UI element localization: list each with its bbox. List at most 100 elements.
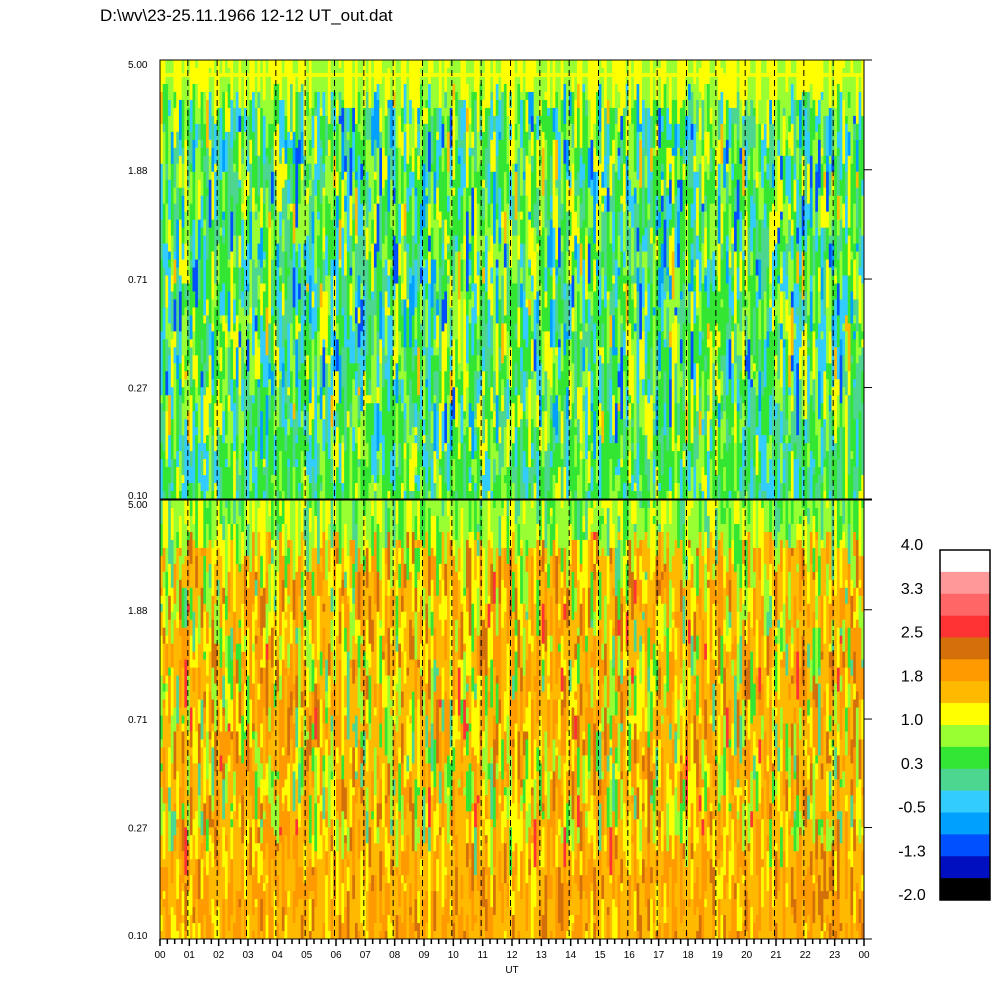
heatmap-cell [325,355,329,364]
heatmap-cell [474,435,478,452]
heatmap-cell [206,731,210,780]
heatmap-cell [365,355,369,396]
heatmap-cell [468,371,472,404]
heatmap-cell [409,171,413,197]
heatmap-cell [219,291,223,300]
heatmap-cell [411,427,415,444]
heatmap-cell [598,427,602,436]
heatmap-cell [436,187,440,221]
heatmap-cell [750,435,754,460]
heatmap-cell [736,267,740,300]
heatmap-cell [173,379,177,420]
heatmap-cell [409,227,413,268]
heatmap-cell [628,275,632,324]
heatmap-cell [406,491,410,499]
heatmap-cell [425,171,429,189]
heatmap-cell [430,115,434,165]
heatmap-cell [823,371,827,420]
heatmap-cell [211,899,215,924]
heatmap-cell [812,259,816,276]
heatmap-cell [742,75,746,117]
heatmap-cell [360,203,364,236]
heatmap-cell [463,387,467,412]
heatmap-cell [650,459,654,499]
heatmap-cell [295,91,299,133]
heatmap-cell [465,60,470,77]
heatmap-cell [625,275,629,284]
heatmap-cell [539,163,543,213]
heatmap-cell [512,155,516,165]
heatmap-cell [308,187,313,197]
heatmap-cell [614,315,618,348]
heatmap-cell [181,195,185,229]
heatmap-cell [403,235,407,252]
heatmap-cell [252,259,256,284]
heatmap-cell [216,131,220,173]
heatmap-cell [246,555,250,573]
heatmap-cell [230,771,234,804]
heatmap-cell [235,683,239,732]
heatmap-cell [560,371,564,412]
heatmap-cell [354,75,359,125]
heatmap-cell [679,60,683,69]
heatmap-cell [276,427,280,444]
heatmap-cell [501,451,505,468]
heatmap-cell [219,139,223,181]
heatmap-cell [766,347,770,396]
heatmap-cell [782,251,786,292]
heatmap-cell [346,211,350,252]
heatmap-cell [333,139,337,157]
heatmap-cell [493,60,497,109]
heatmap-cell [633,323,637,332]
heatmap-cell [850,451,854,460]
heatmap-cell [392,155,396,189]
heatmap-cell [587,291,591,300]
heatmap-cell [354,443,359,484]
heatmap-cell [495,243,499,260]
heatmap-cell [206,187,210,197]
heatmap-cell [728,203,732,252]
heatmap-cell [512,467,516,484]
heatmap-cell [341,99,345,109]
heatmap-cell [696,363,700,412]
heatmap-cell [203,835,207,852]
heatmap-cell [742,259,746,308]
heatmap-cell [279,275,283,292]
heatmap-cell [281,187,285,221]
heatmap-cell [322,291,326,340]
heatmap-cell [189,755,193,788]
heatmap-cell [170,203,174,236]
heatmap-cell [669,179,673,205]
heatmap-cell [346,291,350,340]
heatmap-cell [457,363,461,380]
page-title: D:\wv\23-25.11.1966 12-12 UT_out.dat [100,6,393,25]
heatmap-cell [189,515,193,533]
heatmap-cell [344,371,348,420]
heatmap-cell [620,467,624,499]
heatmap-cell [799,379,803,428]
heatmap-cell [414,187,418,197]
heatmap-cell [382,307,386,348]
heatmap-cell [463,60,467,101]
heatmap-cell [688,291,692,324]
heatmap-cell [652,307,656,316]
heatmap-cell [208,587,212,629]
heatmap-cell [173,331,177,348]
heatmap-cell [717,195,721,236]
heatmap-cell [246,235,250,244]
heatmap-cell [563,299,567,324]
heatmap-cell [601,67,605,109]
heatmap-cell [430,347,434,356]
heatmap-cell [693,403,697,428]
heatmap-cell [579,243,583,276]
heatmap-cell [444,451,448,484]
heatmap-cell [612,395,616,436]
heatmap-cell [417,451,421,476]
heatmap-cell [669,491,673,499]
heatmap-cell [828,459,832,492]
heatmap-cell [482,355,486,372]
heatmap-cell [682,60,686,101]
heatmap-cell [249,163,253,213]
heatmap-cell [585,227,589,236]
heatmap-cell [287,323,291,372]
